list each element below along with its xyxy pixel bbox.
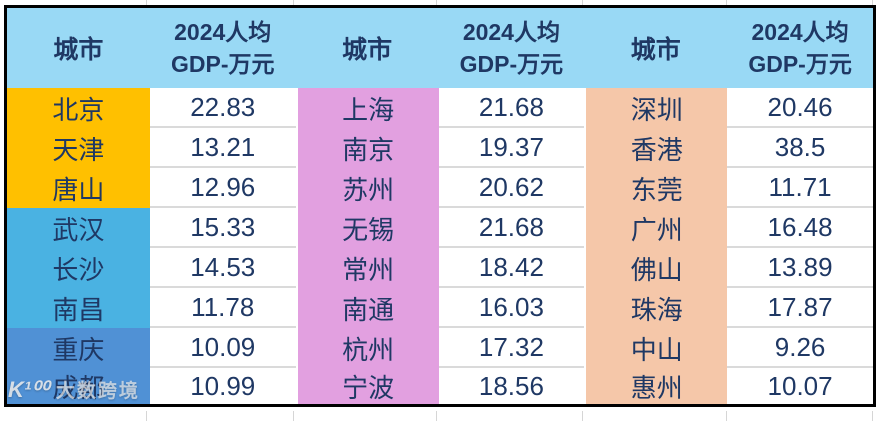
value-cell: 20.62 <box>438 168 585 208</box>
top-gridline-strip <box>4 0 873 5</box>
city-cell: 广州 <box>584 208 728 248</box>
city-cell: 佛山 <box>584 248 728 288</box>
value-cell: 10.09 <box>149 328 296 368</box>
value-cell: 9.26 <box>727 328 873 368</box>
city-cell: 南昌 <box>7 288 150 328</box>
column-header-gdp: 2024人均 GDP-万元 <box>727 8 873 88</box>
value-cell: 17.87 <box>727 288 873 328</box>
value-cell: 16.48 <box>727 208 873 248</box>
value-cell: 22.83 <box>149 88 296 128</box>
gdp-per-capita-table: 城市 2024人均 GDP-万元 城市 2024人均 GDP-万元 城市 202… <box>4 5 876 407</box>
value-cell: 11.78 <box>149 288 296 328</box>
gridline <box>727 0 873 5</box>
value-cell: 19.37 <box>438 128 585 168</box>
gridline <box>437 411 584 421</box>
value-cell: 13.21 <box>149 128 296 168</box>
city-cell: 香港 <box>584 128 728 168</box>
value-cell: 18.42 <box>438 248 585 288</box>
gridline <box>583 0 727 5</box>
value-cell: 10.99 <box>149 368 296 404</box>
city-cell: 唐山 <box>7 168 150 208</box>
value-cell: 38.5 <box>727 128 873 168</box>
value-cell: 12.96 <box>149 168 296 208</box>
city-cell: 上海 <box>295 88 439 128</box>
city-cell: 珠海 <box>584 288 728 328</box>
city-cell: 宁波 <box>295 368 439 404</box>
gdp-header-line1: 2024人均 <box>751 18 849 45</box>
gdp-header-line1: 2024人均 <box>174 18 272 45</box>
gridline <box>437 0 584 5</box>
city-cell: 苏州 <box>295 168 439 208</box>
column-header-city: 城市 <box>584 8 728 88</box>
city-cell: 无锡 <box>295 208 439 248</box>
gdp-header-line1: 2024人均 <box>462 18 560 45</box>
gridline <box>294 411 437 421</box>
city-cell: 南京 <box>295 128 439 168</box>
gdp-header-line2: GDP-万元 <box>170 51 275 77</box>
city-cell: 深圳 <box>584 88 728 128</box>
gridline <box>727 411 873 421</box>
gridline <box>294 0 437 5</box>
city-cell: 北京 <box>7 88 150 128</box>
gdp-header-line2: GDP-万元 <box>459 51 564 77</box>
gridline <box>583 411 727 421</box>
city-cell: 南通 <box>295 288 439 328</box>
value-cell: 13.89 <box>727 248 873 288</box>
city-cell: 杭州 <box>295 328 439 368</box>
gridline <box>4 411 148 421</box>
value-cell: 10.07 <box>727 368 873 404</box>
value-cell: 17.32 <box>438 328 585 368</box>
value-cell: 11.71 <box>727 168 873 208</box>
value-cell: 20.46 <box>727 88 873 128</box>
city-cell: 成都 <box>7 368 150 404</box>
gridline <box>147 411 294 421</box>
value-cell: 16.03 <box>438 288 585 328</box>
city-cell: 长沙 <box>7 248 150 288</box>
gdp-header-line2: GDP-万元 <box>748 51 852 77</box>
column-header-gdp: 2024人均 GDP-万元 <box>149 8 296 88</box>
city-cell: 天津 <box>7 128 150 168</box>
city-cell: 东莞 <box>584 168 728 208</box>
column-header-city: 城市 <box>295 8 439 88</box>
gridline <box>147 0 294 5</box>
value-cell: 14.53 <box>149 248 296 288</box>
city-cell: 常州 <box>295 248 439 288</box>
city-cell: 重庆 <box>7 328 150 368</box>
city-cell: 惠州 <box>584 368 728 404</box>
value-cell: 15.33 <box>149 208 296 248</box>
value-cell: 21.68 <box>438 208 585 248</box>
column-header-gdp: 2024人均 GDP-万元 <box>438 8 585 88</box>
gridline <box>4 0 148 5</box>
bottom-gridline-strip <box>4 411 873 421</box>
value-cell: 18.56 <box>438 368 585 404</box>
column-header-city: 城市 <box>7 8 150 88</box>
city-cell: 武汉 <box>7 208 150 248</box>
city-cell: 中山 <box>584 328 728 368</box>
value-cell: 21.68 <box>438 88 585 128</box>
